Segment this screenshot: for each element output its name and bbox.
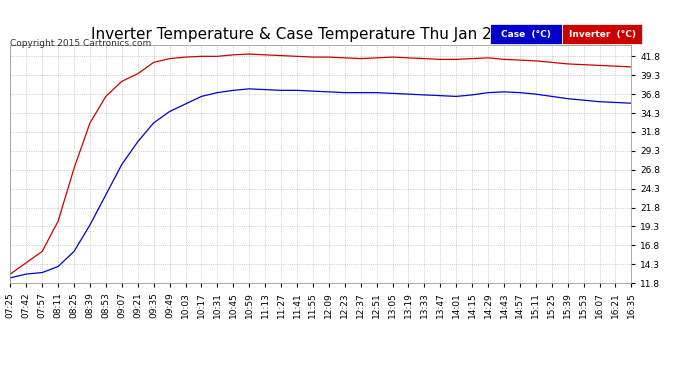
Text: Copyright 2015 Cartronics.com: Copyright 2015 Cartronics.com bbox=[10, 39, 152, 48]
Title: Inverter Temperature & Case Temperature Thu Jan 29 16:41: Inverter Temperature & Case Temperature … bbox=[91, 27, 551, 42]
Text: Case  (°C): Case (°C) bbox=[501, 30, 551, 39]
Text: Inverter  (°C): Inverter (°C) bbox=[569, 30, 635, 39]
